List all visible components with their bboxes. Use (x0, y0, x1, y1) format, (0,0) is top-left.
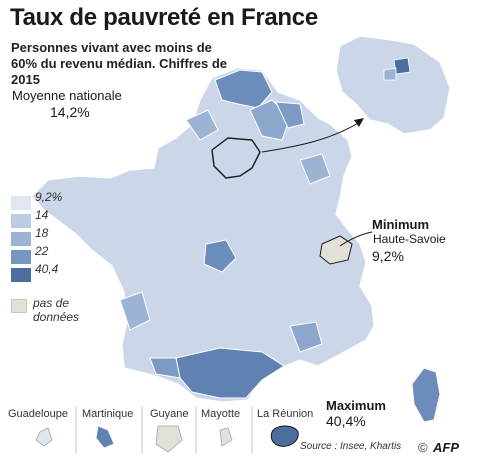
overseas-label-guyane: Guyane (150, 408, 189, 420)
national-average-value: 14,2% (50, 104, 90, 120)
region-ardennes (275, 101, 305, 129)
minimum-leader-line (339, 231, 373, 247)
corsica (411, 367, 441, 423)
legend-swatch (11, 214, 31, 228)
overseas-label-mayotte: Mayotte (201, 408, 241, 420)
guadeloupe-shape (35, 427, 53, 447)
legend-swatch (11, 232, 31, 246)
legend-swatch (11, 196, 31, 210)
martinique-shape (95, 425, 115, 449)
region-gironde (119, 291, 151, 331)
legend-row: 14 (9, 208, 89, 230)
overseas-label-martinique: Martinique (82, 408, 134, 420)
region-creuse (203, 239, 237, 273)
ile-de-france-inset (335, 35, 451, 135)
minimum-name: Haute-Savoie (373, 232, 446, 246)
la-reunion-shape (270, 425, 299, 447)
legend-threshold: 9,2% (35, 190, 63, 204)
map-subtitle: Personnes vivant avec moins de 60% du re… (11, 40, 228, 87)
maximum-title: Maximum (326, 398, 386, 413)
arrowhead-inset (354, 118, 364, 127)
legend-threshold: 14 (35, 208, 49, 222)
paris-region-outline (211, 137, 261, 179)
legend-threshold: 18 (35, 226, 49, 240)
guyane-shape (155, 425, 183, 453)
national-average-label: Moyenne nationale (12, 88, 122, 103)
region-vaucluse (289, 321, 323, 353)
legend-row: 9,2% (9, 190, 89, 212)
region-occitanie (175, 347, 285, 399)
region-haute-marne (299, 153, 331, 185)
high-poverty-regions (119, 69, 331, 399)
legend-swatch (11, 268, 31, 282)
legend-threshold: 40,4 (35, 262, 59, 276)
afp-logo: AFP (433, 440, 459, 455)
mayotte-shape (219, 427, 233, 447)
france-mainland (31, 67, 375, 403)
maximum-value: 40,4% (326, 413, 366, 429)
legend-threshold: 22 (35, 244, 49, 258)
copyright-symbol: © (418, 440, 428, 455)
legend-row: 40,4 (9, 262, 89, 284)
legend-swatch (11, 250, 31, 264)
arrow-to-inset (261, 121, 361, 153)
legend-row: 18 (9, 226, 89, 248)
no-data-swatch (11, 299, 27, 313)
minimum-title: Minimum (372, 217, 430, 232)
overseas-label-la-reunion: La Réunion (257, 408, 314, 420)
minimum-value: 9,2% (372, 248, 404, 264)
region-nord (214, 69, 273, 109)
overseas-dividers (75, 406, 253, 454)
paris-inset (383, 67, 397, 81)
source-note: Source : Insee, Khartis (300, 441, 402, 452)
overseas-label-guadeloupe: Guadeloupe (8, 408, 68, 420)
region-seine-maritime (185, 109, 219, 141)
region-pyrenees (149, 357, 181, 379)
map-title: Taux de pauvreté en France (10, 4, 318, 31)
legend-row: 22 (9, 244, 89, 266)
no-data-label: pas de données (33, 296, 80, 324)
